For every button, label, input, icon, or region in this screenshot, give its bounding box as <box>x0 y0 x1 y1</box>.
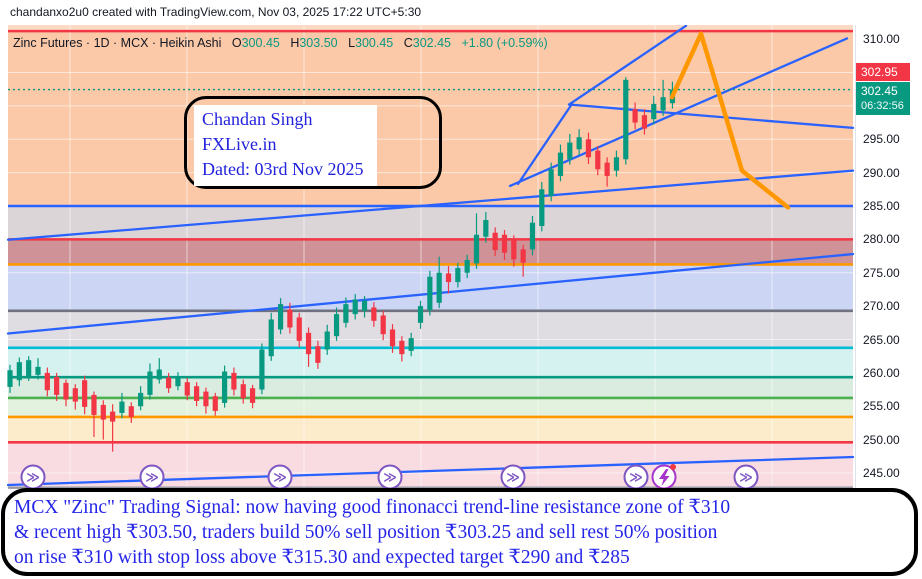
heikin-ashi-candles <box>7 77 676 452</box>
chart-canvas[interactable]: ≫ ≫ ≫ ≫ ≫ ≫ ≫ <box>0 25 855 490</box>
price-tick-label: 280.00 <box>863 232 900 247</box>
lightning-icon[interactable] <box>651 464 677 490</box>
price-tick-label: 290.00 <box>863 165 900 180</box>
low-label: L <box>348 36 356 50</box>
price-tick-label: 270.00 <box>863 299 900 314</box>
close-value: 302.45 <box>412 36 452 50</box>
price-tick-label: 295.00 <box>863 132 900 147</box>
author-note-text: Chandan Singh FXLive.in Dated: 03rd Nov … <box>194 105 378 186</box>
svg-text:≫: ≫ <box>739 470 753 485</box>
svg-text:≫: ≫ <box>273 470 287 485</box>
prev-price-badge[interactable]: 302.95 <box>856 63 910 81</box>
low-value: 300.45 <box>355 36 394 50</box>
fib-bands <box>8 25 853 488</box>
svg-text:≫: ≫ <box>506 470 520 485</box>
close-label: C <box>403 36 413 50</box>
agree-arrow-icon[interactable]: ≫ <box>20 464 46 490</box>
agree-arrow-icon[interactable]: ≫ <box>377 464 403 490</box>
credit-text: chandanxo2u0 created with TradingView.co… <box>10 5 422 19</box>
price-tick-label: 265.00 <box>863 332 900 347</box>
author-note-box[interactable]: Chandan Singh FXLive.in Dated: 03rd Nov … <box>184 96 442 189</box>
price-tick-label: 275.00 <box>863 265 900 280</box>
agree-arrow-icon[interactable]: ≫ <box>733 464 759 490</box>
credit-bar: chandanxo2u0 created with TradingView.co… <box>0 0 922 25</box>
trading-signal-text: MCX "Zinc" Trading Signal: now having go… <box>14 497 731 568</box>
price-tick-label: 250.00 <box>863 432 900 447</box>
high-value: 303.50 <box>299 36 338 50</box>
open-label: O <box>231 36 242 50</box>
price-tick-label: 285.00 <box>863 199 900 213</box>
trading-signal-box[interactable]: MCX "Zinc" Trading Signal: now having go… <box>1 488 918 576</box>
bar-countdown: 06:32:56 <box>861 100 904 112</box>
svg-text:≫: ≫ <box>145 470 159 485</box>
agree-arrow-icon[interactable]: ≫ <box>267 464 293 490</box>
last-price-badge[interactable]: 302.45 06:32:56 <box>856 82 910 115</box>
symbol-legend[interactable]: Zinc Futures · 1D · MCX · Heikin Ashi O3… <box>13 36 548 50</box>
change-value: +1.80 (+0.59%) <box>461 36 548 50</box>
agree-arrow-icon[interactable]: ≫ <box>500 464 526 490</box>
price-tick-label: 260.00 <box>863 365 900 380</box>
svg-text:≫: ≫ <box>26 470 40 485</box>
price-tick-label: 255.00 <box>863 399 900 414</box>
agree-arrow-icon[interactable]: ≫ <box>139 464 165 490</box>
symbol-title[interactable]: Zinc Futures · 1D · MCX · Heikin Ashi <box>13 36 222 50</box>
svg-text:≫: ≫ <box>383 470 397 485</box>
price-tick-label: 245.00 <box>863 466 900 480</box>
forecast-projection-line[interactable] <box>669 31 791 210</box>
price-tick-label: 310.00 <box>863 32 900 47</box>
high-label: H <box>290 36 300 50</box>
agree-arrow-icon[interactable]: ≫ <box>623 464 649 490</box>
price-axis[interactable]: 302.95 302.45 06:32:56 310.00 295.00 290.0… <box>855 25 922 490</box>
open-value: 300.45 <box>241 36 280 50</box>
drawing-marker-icons[interactable]: ≫ ≫ ≫ ≫ ≫ ≫ ≫ <box>20 464 759 490</box>
svg-text:≫: ≫ <box>629 470 643 485</box>
